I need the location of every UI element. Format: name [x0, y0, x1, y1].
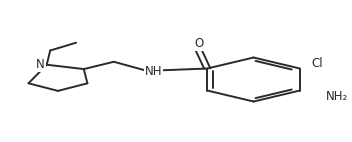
Text: N: N — [36, 58, 45, 71]
Text: O: O — [194, 37, 203, 50]
Text: Cl: Cl — [312, 57, 323, 70]
Text: NH₂: NH₂ — [326, 90, 348, 103]
Text: NH: NH — [145, 64, 162, 78]
